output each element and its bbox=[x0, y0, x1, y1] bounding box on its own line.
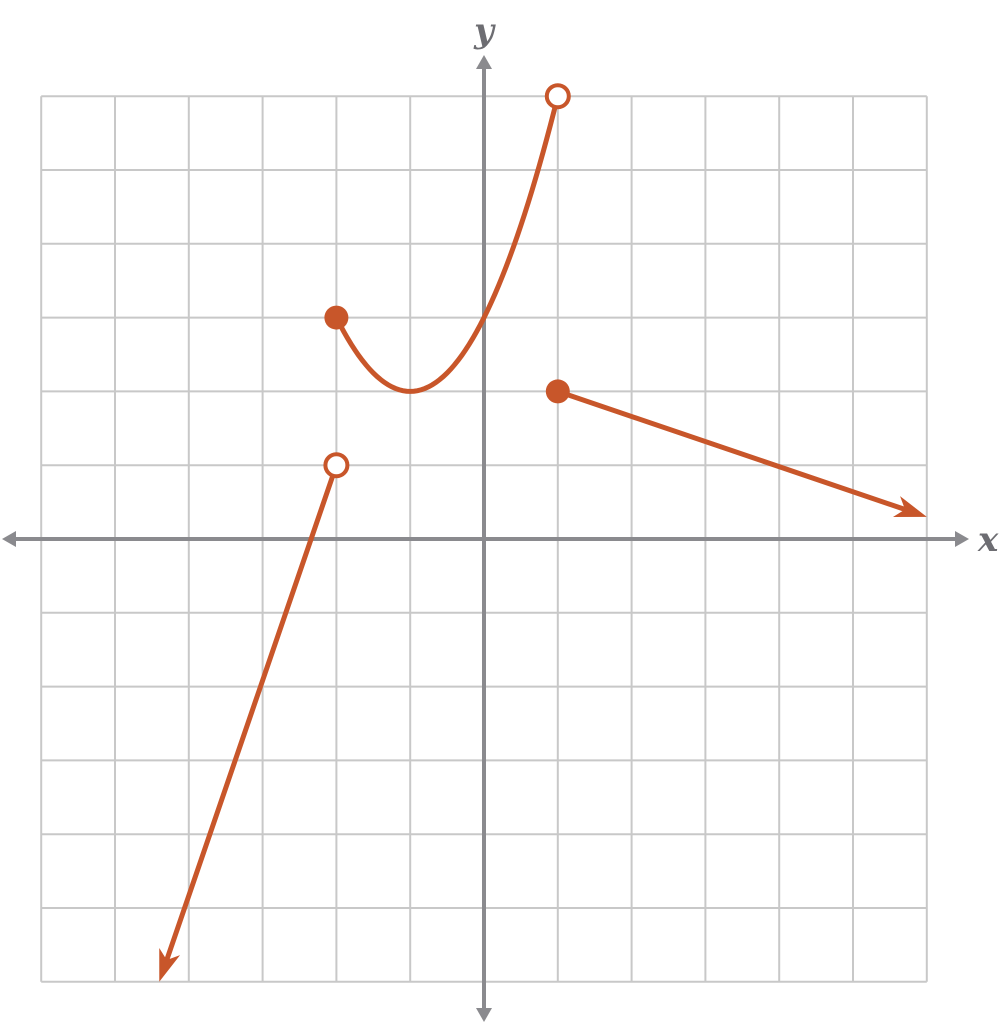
axes: x y bbox=[2, 11, 999, 1022]
ray-endpoint-1 bbox=[323, 452, 350, 479]
parabola-end-point bbox=[544, 83, 571, 110]
function-series bbox=[159, 83, 927, 982]
y-axis-bottom-arrow bbox=[476, 1008, 492, 1022]
parabola-curve bbox=[333, 93, 561, 394]
parabola-start-point bbox=[324, 305, 349, 330]
ray-endpoint-3 bbox=[545, 379, 570, 404]
ray-segment-3 bbox=[555, 388, 907, 512]
y-axis-label: y bbox=[473, 11, 496, 51]
ray-arrowhead-3 bbox=[892, 496, 927, 517]
x-axis-right-arrow bbox=[955, 531, 969, 547]
ray-segment-1 bbox=[164, 462, 339, 962]
x-axis-left-arrow bbox=[2, 531, 16, 547]
ray-arrowhead-1 bbox=[159, 947, 181, 982]
x-axis-label: x bbox=[977, 520, 999, 560]
y-axis-top-arrow bbox=[476, 55, 492, 69]
